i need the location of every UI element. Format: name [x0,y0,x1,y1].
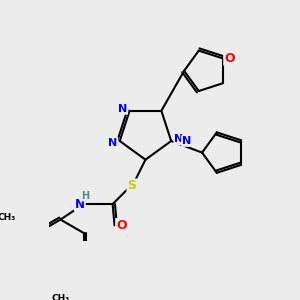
Text: S: S [128,179,136,193]
Text: O: O [224,52,235,65]
Text: N: N [118,104,127,114]
Text: N: N [108,138,117,148]
Text: N: N [174,134,184,144]
Text: H: H [82,190,90,201]
Text: N: N [182,136,191,146]
Text: O: O [116,219,127,232]
Text: CH₃: CH₃ [0,213,16,222]
Text: N: N [75,198,85,211]
Text: CH₃: CH₃ [51,294,70,300]
